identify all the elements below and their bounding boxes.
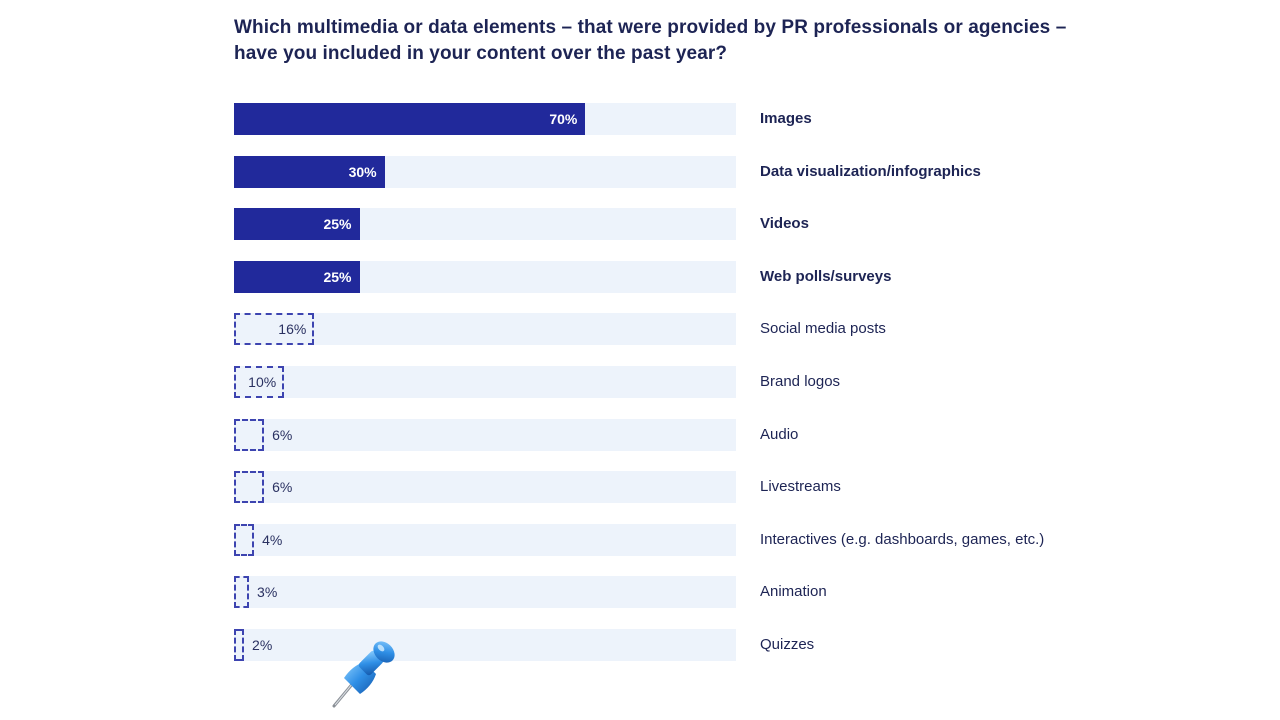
bar bbox=[234, 471, 265, 504]
category-label: Videos bbox=[760, 215, 809, 233]
bar-row: 10% Brand logos bbox=[0, 366, 1280, 398]
bar-row: 3% Animation bbox=[0, 576, 1280, 609]
bar-row: 2% Quizzes bbox=[0, 629, 1280, 661]
bar-value-label: 6% bbox=[272, 479, 293, 496]
bar bbox=[234, 313, 315, 346]
bar bbox=[234, 155, 385, 188]
bar-row: 4% Interactives (e.g. dashboards, games, … bbox=[0, 523, 1280, 556]
bar-row: 6% Audio bbox=[0, 418, 1280, 451]
bar-track: 30% bbox=[234, 155, 736, 188]
category-label: Livestreams bbox=[760, 478, 841, 496]
chart-title: Which multimedia or data elements – that… bbox=[234, 17, 1067, 64]
bar-row: 25% Web polls/surveys bbox=[0, 260, 1280, 293]
bar bbox=[234, 260, 360, 293]
category-label: Images bbox=[760, 110, 812, 127]
category-label: Interactives (e.g. dashboards, games, et… bbox=[760, 530, 1045, 548]
category-label: Brand logos bbox=[760, 373, 841, 390]
bar-value-label: 25% bbox=[323, 216, 352, 233]
bar-track: 6% bbox=[234, 418, 736, 451]
bar-value-label: 16% bbox=[278, 321, 307, 338]
bar-track: 6% bbox=[234, 471, 736, 504]
bar-track: 16% bbox=[234, 313, 736, 346]
bar-row: 25% Videos bbox=[0, 208, 1280, 241]
bar-track: 3% bbox=[234, 576, 736, 609]
bar bbox=[234, 208, 360, 241]
bar bbox=[234, 576, 250, 609]
category-label: Social media posts bbox=[760, 320, 886, 338]
bar bbox=[234, 418, 265, 451]
bar-row: 6% Livestreams bbox=[0, 471, 1280, 504]
bar-value-label: 4% bbox=[262, 531, 283, 548]
bar-value-label: 6% bbox=[272, 426, 293, 443]
bar-track: 25% bbox=[234, 208, 736, 241]
bar-row: 70% Images bbox=[0, 103, 1280, 135]
bar bbox=[234, 523, 255, 556]
bar-track: 10% bbox=[234, 366, 736, 398]
pushpin-icon bbox=[332, 641, 395, 708]
category-label: Audio bbox=[760, 425, 799, 443]
bar bbox=[234, 629, 245, 661]
bar-track: 70% bbox=[234, 103, 736, 135]
bar-value-label: 2% bbox=[252, 637, 273, 653]
bar bbox=[234, 103, 586, 135]
bar-track: 25% bbox=[234, 260, 736, 293]
category-label: Data visualization/infographics bbox=[760, 162, 981, 180]
bar-track: 2% bbox=[234, 629, 736, 661]
bar bbox=[234, 366, 285, 398]
bar-row: 16% Social media posts bbox=[0, 313, 1280, 346]
category-label: Web polls/surveys bbox=[760, 267, 892, 285]
bar-value-label: 25% bbox=[323, 268, 352, 285]
bar-value-label: 10% bbox=[248, 374, 277, 390]
category-label: Quizzes bbox=[760, 636, 815, 653]
bar-value-label: 30% bbox=[348, 163, 377, 180]
bar-row: 30% Data visualization/infographics bbox=[0, 155, 1280, 188]
bar-value-label: 70% bbox=[549, 111, 578, 127]
category-label: Animation bbox=[760, 583, 827, 601]
bar-value-label: 3% bbox=[257, 584, 278, 601]
bar-track: 4% bbox=[234, 523, 736, 556]
